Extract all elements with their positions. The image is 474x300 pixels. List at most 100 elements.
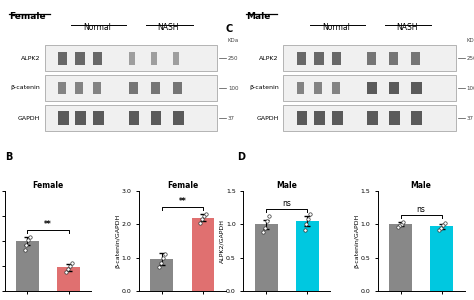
Bar	[173, 52, 179, 64]
Text: NASH: NASH	[157, 23, 179, 32]
Point	[196, 220, 204, 225]
Bar	[297, 111, 307, 125]
Bar	[173, 111, 183, 125]
Bar	[332, 82, 340, 94]
Point	[305, 217, 312, 221]
Bar	[93, 111, 104, 125]
Point	[265, 214, 273, 219]
Bar	[314, 82, 322, 94]
Title: Male: Male	[411, 181, 432, 190]
Text: ns: ns	[283, 199, 291, 208]
Bar	[389, 52, 398, 64]
Point	[62, 270, 70, 274]
Bar	[367, 82, 377, 94]
Text: B: B	[5, 152, 12, 161]
Text: β-catenin: β-catenin	[10, 85, 40, 91]
Bar	[297, 82, 304, 94]
Y-axis label: β-catenin/GAPDH: β-catenin/GAPDH	[115, 214, 120, 268]
Point	[307, 212, 314, 217]
Text: β-catenin: β-catenin	[249, 85, 279, 91]
Text: NASH: NASH	[396, 23, 418, 32]
Point	[200, 214, 208, 218]
Y-axis label: β-catenin/GAPDH: β-catenin/GAPDH	[354, 214, 359, 268]
Bar	[283, 45, 456, 71]
Y-axis label: ALPK2/GAPDH: ALPK2/GAPDH	[219, 219, 225, 263]
Point	[437, 225, 445, 230]
Text: 37: 37	[467, 116, 474, 121]
Bar	[151, 82, 160, 94]
Text: Female: Female	[9, 12, 46, 21]
Bar	[151, 52, 157, 64]
Bar	[58, 82, 66, 94]
Bar	[314, 52, 324, 64]
Title: Female: Female	[32, 181, 64, 190]
Point	[303, 222, 310, 227]
Bar	[45, 105, 217, 131]
Bar	[314, 111, 325, 125]
Bar	[297, 52, 306, 64]
Text: D: D	[237, 152, 245, 161]
Point	[25, 238, 32, 242]
Text: 100: 100	[467, 85, 474, 91]
Bar	[45, 45, 217, 71]
Point	[259, 230, 267, 235]
Point	[161, 252, 168, 257]
Text: ns: ns	[417, 205, 426, 214]
Bar	[151, 111, 162, 125]
Bar	[173, 82, 182, 94]
Bar	[283, 75, 456, 101]
Bar	[128, 82, 138, 94]
Bar	[283, 105, 456, 131]
Text: C: C	[226, 24, 233, 34]
Point	[155, 265, 163, 269]
Point	[396, 223, 403, 227]
Bar	[332, 52, 341, 64]
Text: Normal: Normal	[322, 23, 350, 32]
Bar	[58, 111, 69, 125]
Bar	[411, 82, 421, 94]
Text: GAPDH: GAPDH	[256, 116, 279, 121]
Text: 100: 100	[228, 85, 238, 91]
Bar	[367, 52, 376, 64]
Text: KDa: KDa	[467, 38, 474, 43]
Bar	[57, 267, 80, 291]
Bar	[389, 224, 412, 291]
Bar	[128, 111, 139, 125]
Bar	[128, 52, 135, 64]
Bar	[93, 82, 101, 94]
Text: 250: 250	[467, 56, 474, 61]
Text: 37: 37	[228, 116, 235, 121]
Text: **: **	[179, 197, 186, 206]
Point	[301, 227, 309, 232]
Bar	[389, 111, 400, 125]
Point	[435, 228, 443, 233]
Bar	[75, 82, 83, 94]
Point	[21, 248, 28, 252]
Point	[202, 212, 210, 217]
Bar	[367, 111, 378, 125]
Title: Female: Female	[167, 181, 198, 190]
Bar	[389, 82, 400, 94]
Text: Normal: Normal	[83, 23, 111, 32]
Point	[66, 264, 73, 268]
Text: ALPK2: ALPK2	[20, 56, 40, 61]
Point	[400, 220, 407, 225]
Point	[64, 267, 72, 272]
Point	[157, 260, 164, 265]
Text: ALPK2: ALPK2	[259, 56, 279, 61]
Point	[27, 235, 34, 239]
Bar	[411, 111, 422, 125]
Bar	[93, 52, 102, 64]
Bar	[192, 218, 214, 291]
Point	[68, 261, 75, 266]
Bar	[16, 241, 39, 291]
Bar	[411, 52, 420, 64]
Text: KDa: KDa	[228, 38, 239, 43]
Bar	[255, 224, 277, 291]
Bar	[296, 221, 319, 291]
Title: Male: Male	[276, 181, 297, 190]
Text: Male: Male	[246, 12, 271, 21]
Point	[398, 221, 405, 226]
Point	[441, 220, 448, 225]
Point	[23, 242, 30, 247]
